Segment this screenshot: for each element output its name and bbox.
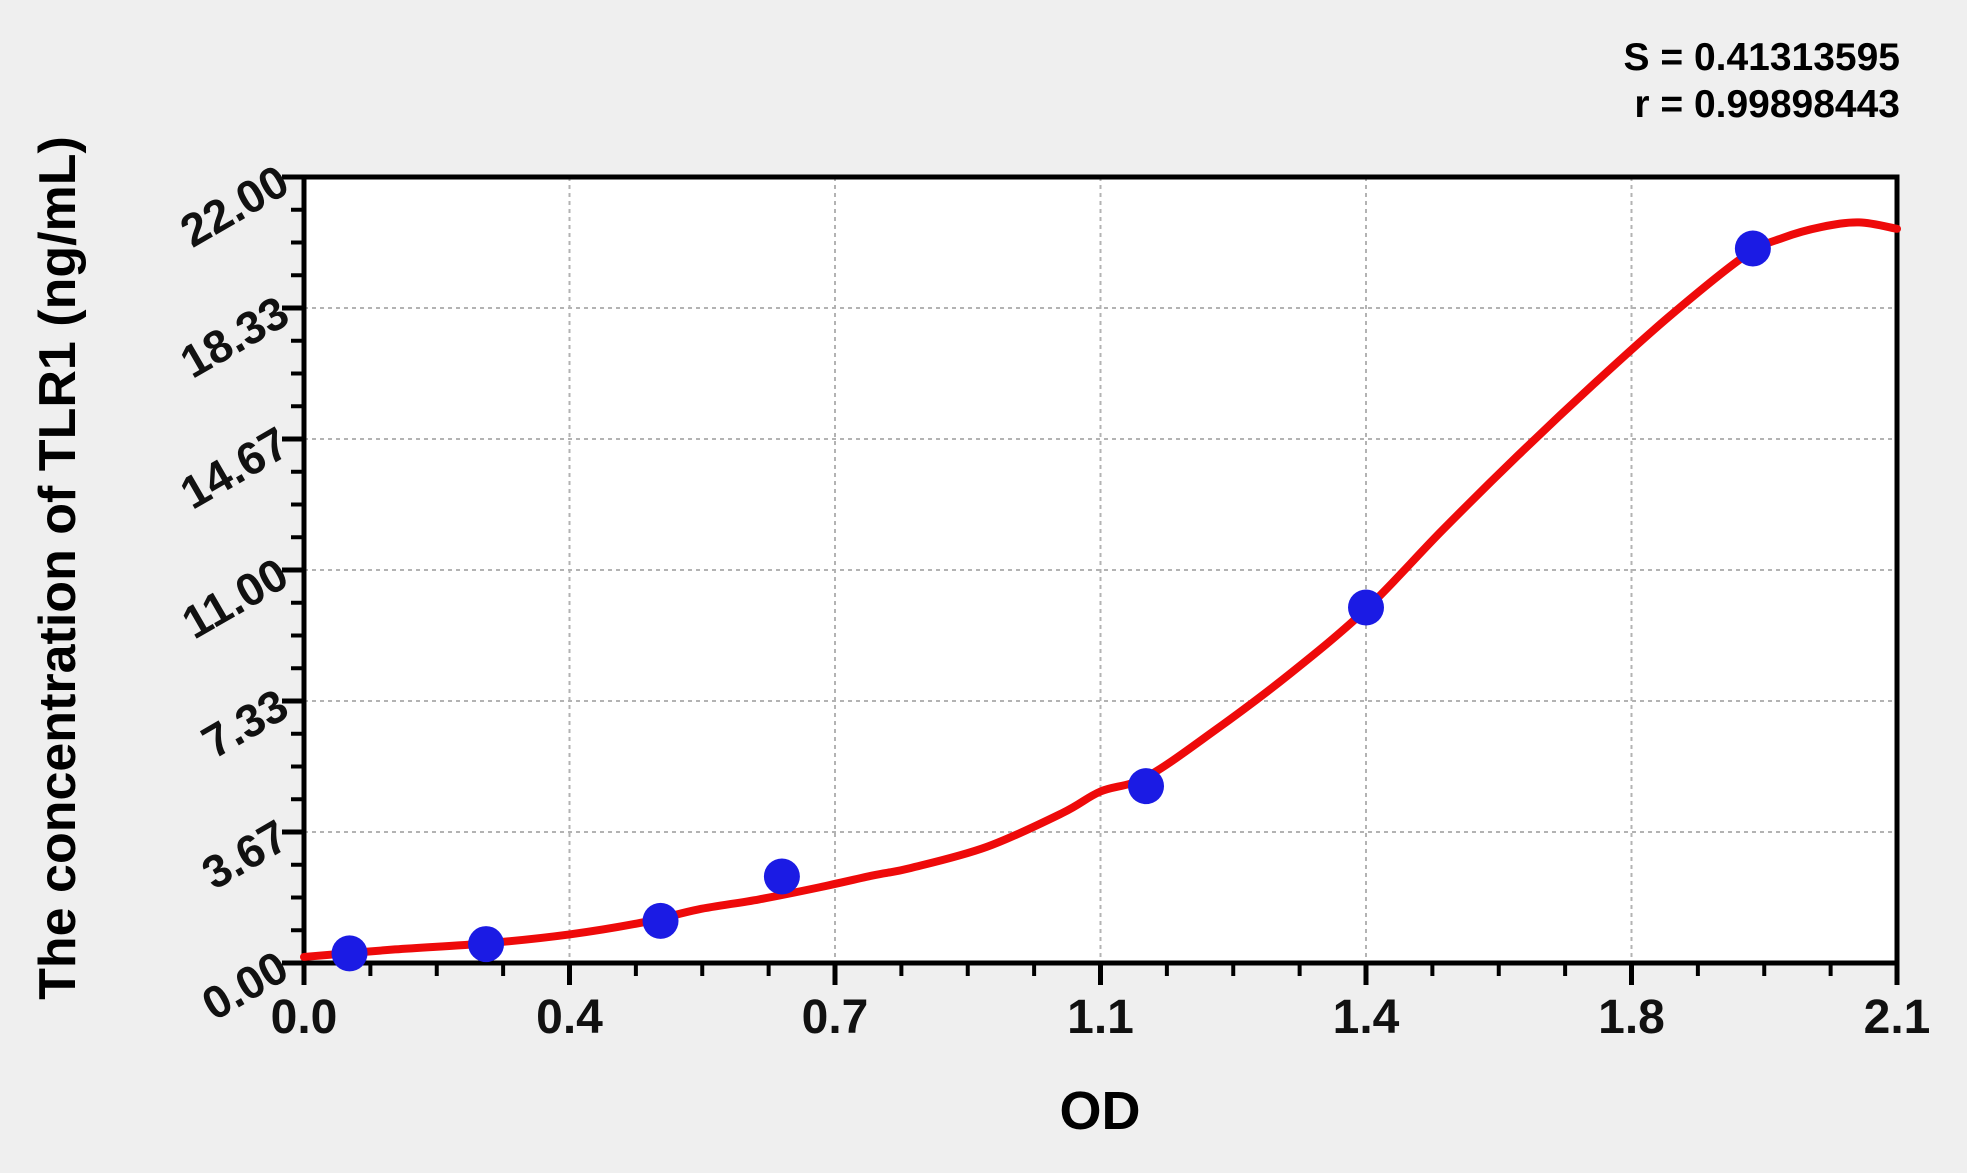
x-axis-title: OD <box>1059 1081 1141 1141</box>
x-tick-label: 2.1 <box>1863 991 1931 1044</box>
data-point <box>468 926 505 963</box>
standard-points <box>331 230 1771 972</box>
data-point <box>1348 589 1384 626</box>
x-tick-label: 0.0 <box>270 991 338 1044</box>
data-point <box>642 902 679 939</box>
x-tick-label: 1.1 <box>1067 991 1134 1044</box>
fit-statistics: S = 0.41313595 r = 0.99898443 <box>1623 34 1900 128</box>
data-point <box>331 935 368 972</box>
fit-statistic-r: r = 0.99898443 <box>1634 83 1900 126</box>
plot-frame <box>301 174 1900 966</box>
x-tick-label: 0.7 <box>801 991 869 1044</box>
data-point <box>1128 768 1165 805</box>
x-tick-label: 0.4 <box>536 991 603 1044</box>
gridlines <box>304 177 1897 963</box>
data-point <box>763 858 800 895</box>
y-axis-title: The concentration of TLR1 (ng/mL) <box>29 136 87 1000</box>
data-point <box>1734 230 1771 267</box>
x-tick-label: 1.8 <box>1598 991 1665 1044</box>
x-tick-label: 1.4 <box>1332 991 1400 1044</box>
fit-statistic-s: S = 0.41313595 <box>1623 36 1900 79</box>
